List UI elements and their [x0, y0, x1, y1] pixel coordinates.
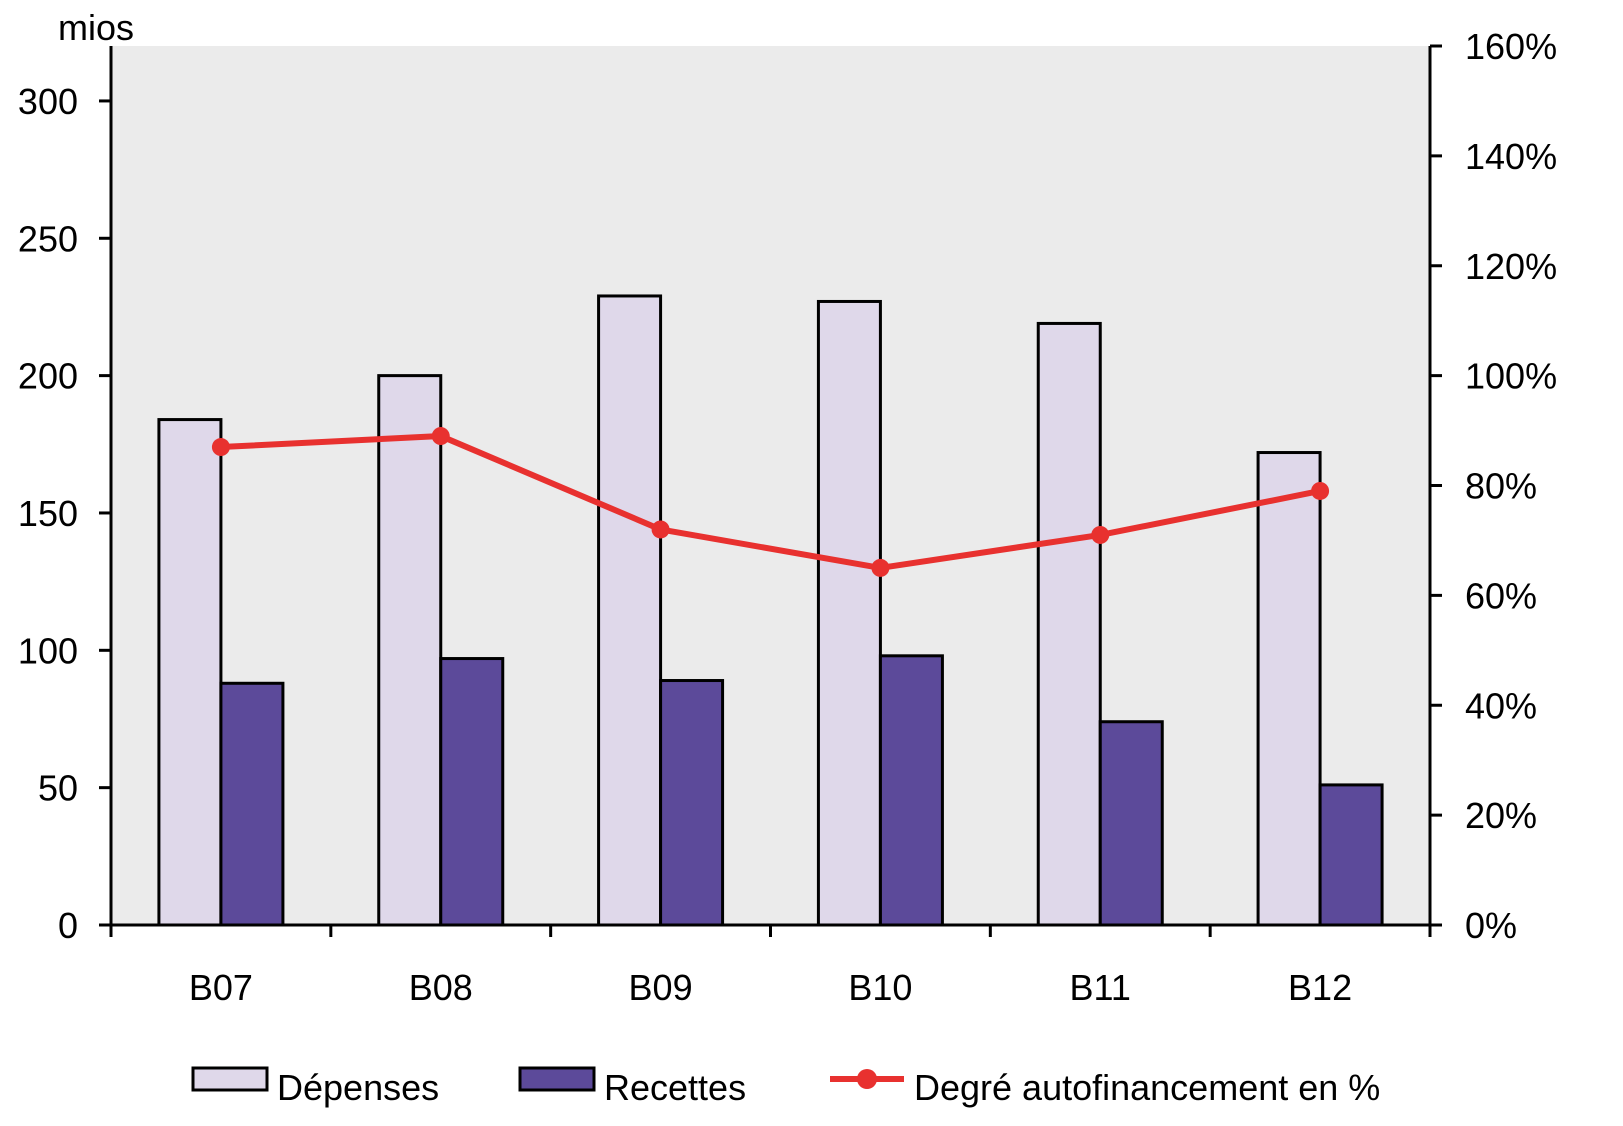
x-axis-tick-label: B12 [1288, 967, 1352, 1008]
point-autofinancement-b08 [431, 427, 450, 446]
point-autofinancement-b09 [651, 520, 670, 539]
right-axis-tick-label: 0% [1465, 905, 1517, 946]
left-axis-tick-label: 100 [18, 630, 78, 671]
left-axis-tick-label: 300 [18, 81, 78, 122]
right-axis-tick-label: 40% [1465, 685, 1537, 726]
bar-recettes-b12 [1318, 783, 1384, 927]
x-axis-tick-label: B07 [189, 967, 253, 1008]
right-axis-tick-label: 80% [1465, 466, 1537, 507]
bar-d-penses-b07 [157, 418, 223, 927]
right-axis-tick-label: 140% [1465, 136, 1557, 177]
point-autofinancement-b10 [871, 558, 890, 577]
plot-background [111, 46, 1430, 925]
x-axis-tick-label: B09 [629, 967, 693, 1008]
right-axis-tick-label: 160% [1465, 26, 1557, 67]
bar-d-penses-b12 [1256, 451, 1322, 927]
left-axis-tick-label: 0 [58, 905, 78, 946]
x-axis-tick-label: B11 [1070, 967, 1131, 1008]
bar-recettes-b11 [1098, 720, 1164, 927]
line-autofinancement [220, 433, 1321, 571]
right-axis-tick-label: 100% [1465, 356, 1557, 397]
left-axis-tick-label: 50 [38, 768, 78, 809]
point-autofinancement-b07 [211, 438, 230, 457]
legend-swatch-d-penses [191, 1066, 269, 1092]
bar-d-penses-b09 [597, 294, 663, 927]
legend-swatch-recettes [518, 1066, 596, 1092]
x-axis-tick-label: B10 [848, 967, 912, 1008]
legend-label-d-penses: Dépenses [277, 1067, 439, 1108]
right-axis-tick-label: 60% [1465, 575, 1537, 616]
x-axis-tick-label: B08 [409, 967, 473, 1008]
bar-recettes-b07 [219, 681, 285, 927]
legend-label-recettes: Recettes [604, 1067, 746, 1108]
point-autofinancement-b11 [1091, 525, 1110, 544]
bar-d-penses-b11 [1036, 321, 1102, 927]
bar-recettes-b08 [439, 657, 505, 927]
left-axis-tick-label: 250 [18, 218, 78, 259]
bar-d-penses-b10 [816, 299, 882, 927]
legend: Dépenses Recettes Degré autofinancement en… [191, 1066, 1380, 1108]
bar-recettes-b10 [878, 654, 944, 927]
bars-layer [157, 294, 1384, 927]
legend-marker-degr-autofinancement-en [857, 1069, 877, 1089]
left-axis-unit-label: mios [58, 7, 134, 48]
left-axis-tick-label: 150 [18, 493, 78, 534]
axes-layer: 0 50 100 150 200 250 300 0% 20% 40% 60% 80% 100% 120%… [18, 26, 1557, 1008]
bar-d-penses-b08 [377, 374, 443, 927]
right-axis-tick-label: 20% [1465, 795, 1537, 836]
line-layer [211, 427, 1330, 577]
point-autofinancement-b12 [1311, 481, 1330, 500]
legend-label-degr-autofinancement-en: Degré autofinancement en % [914, 1067, 1380, 1108]
bar-recettes-b09 [659, 679, 725, 927]
left-axis-tick-label: 200 [18, 356, 78, 397]
right-axis-tick-label: 120% [1465, 246, 1557, 287]
